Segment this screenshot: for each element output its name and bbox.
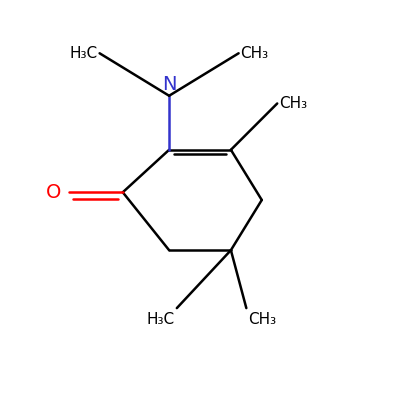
Text: CH₃: CH₃	[240, 46, 269, 61]
Text: N: N	[162, 75, 176, 94]
Text: CH₃: CH₃	[248, 312, 276, 327]
Text: H₃C: H₃C	[147, 312, 175, 327]
Text: O: O	[46, 183, 61, 202]
Text: CH₃: CH₃	[279, 96, 307, 111]
Text: H₃C: H₃C	[70, 46, 98, 61]
